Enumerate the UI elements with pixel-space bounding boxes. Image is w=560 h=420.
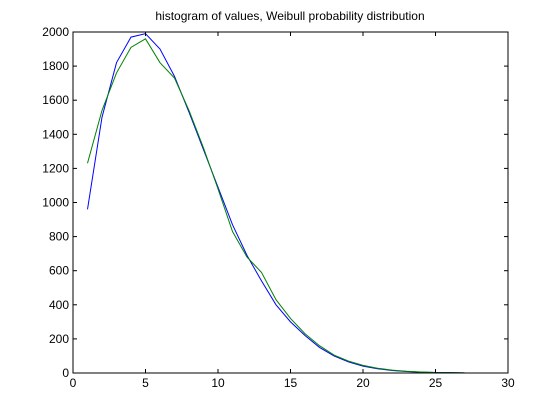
x-tick-label: 30 [501, 376, 515, 390]
y-tick-label: 1000 [42, 196, 69, 210]
y-tick-label: 200 [49, 332, 69, 346]
y-tick-label: 800 [49, 230, 69, 244]
series-layer [87, 33, 465, 374]
chart-title: histogram of values, Weibull probability… [155, 9, 424, 23]
series-line-2 [87, 38, 465, 374]
x-tick-label: 20 [356, 376, 370, 390]
x-tick-label: 0 [70, 376, 77, 390]
y-tick-label: 400 [49, 298, 69, 312]
y-tick-label: 600 [49, 264, 69, 278]
y-tick-label: 1800 [42, 59, 69, 73]
plot-area [73, 32, 508, 373]
y-tick-label: 1400 [42, 127, 69, 141]
x-tick-label: 15 [284, 376, 298, 390]
y-tick-label: 1200 [42, 161, 69, 175]
x-tick-label: 25 [429, 376, 443, 390]
x-tick-label: 10 [211, 376, 225, 390]
ticks-layer: 0 5 10 15 20 25 30 0 200 400 600 800 1000 1200 1400 160… [42, 25, 515, 390]
y-tick-label: 0 [62, 366, 69, 380]
y-tick-label: 1600 [42, 93, 69, 107]
x-tick-label: 5 [142, 376, 149, 390]
y-tick-label: 2000 [42, 25, 69, 39]
